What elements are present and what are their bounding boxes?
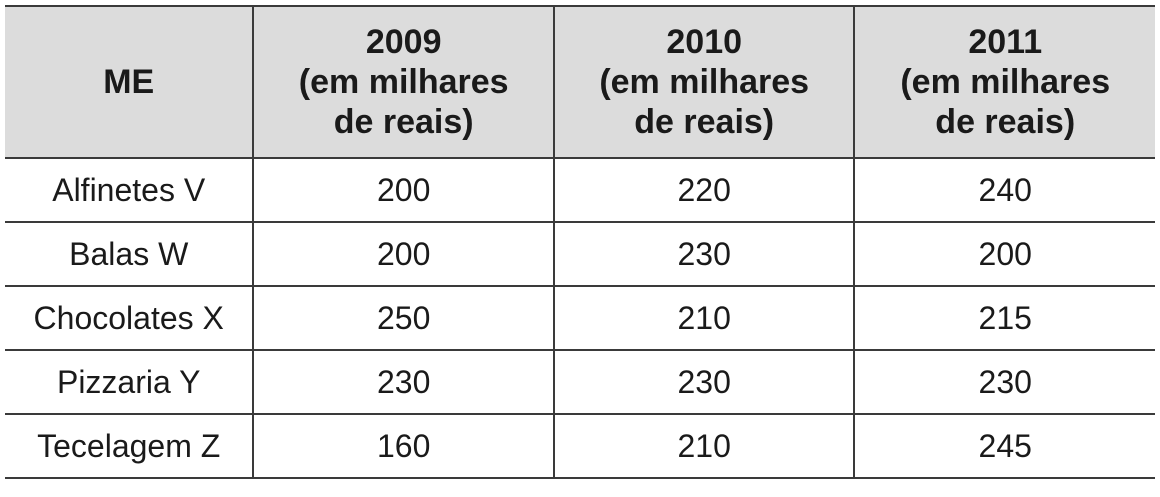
cell-2011: 245: [853, 413, 1155, 479]
cell-2010: 230: [552, 221, 856, 287]
cell-2009: 200: [252, 221, 555, 287]
header-me-label: ME: [103, 63, 155, 101]
header-2009: 2009 (em milhares de reais): [252, 5, 555, 159]
revenue-table-container: ME 2009 (em milhares de reais) 2010 (em …: [5, 5, 1155, 490]
header-me: ME: [5, 5, 255, 159]
cell-2009: 160: [252, 413, 555, 479]
table-row: Pizzaria Y 230 230 230: [5, 349, 1155, 415]
header-2009-unit-line2: de reais): [333, 103, 474, 141]
cell-2009: 250: [252, 285, 555, 351]
row-label: Tecelagem Z: [5, 413, 255, 479]
cell-2009: 200: [252, 157, 555, 223]
row-label: Chocolates X: [5, 285, 255, 351]
header-2010-unit-line1: (em milhares: [599, 63, 810, 101]
cell-2011: 240: [853, 157, 1155, 223]
revenue-table: ME 2009 (em milhares de reais) 2010 (em …: [5, 5, 1155, 479]
header-2009-year: 2009: [365, 23, 442, 61]
cell-2009: 230: [252, 349, 555, 415]
header-2010: 2010 (em milhares de reais): [552, 5, 856, 159]
header-row: ME 2009 (em milhares de reais) 2010 (em …: [5, 5, 1155, 159]
cell-2010: 220: [552, 157, 856, 223]
row-label: Pizzaria Y: [5, 349, 255, 415]
header-2009-unit-line1: (em milhares: [298, 63, 509, 101]
cell-2011: 230: [853, 349, 1155, 415]
table-row: Chocolates X 250 210 215: [5, 285, 1155, 351]
cell-2010: 210: [552, 413, 856, 479]
header-2011: 2011 (em milhares de reais): [853, 5, 1155, 159]
table-row: Tecelagem Z 160 210 245: [5, 413, 1155, 479]
header-2010-year: 2010: [666, 23, 743, 61]
table-row: Alfinetes V 200 220 240: [5, 157, 1155, 223]
header-2011-unit-line2: de reais): [935, 103, 1076, 141]
header-2011-year: 2011: [968, 23, 1043, 61]
row-label: Balas W: [5, 221, 255, 287]
row-label: Alfinetes V: [5, 157, 255, 223]
table-row: Balas W 200 230 200: [5, 221, 1155, 287]
cell-2011: 215: [853, 285, 1155, 351]
header-2010-unit-line2: de reais): [634, 103, 775, 141]
cell-2011: 200: [853, 221, 1155, 287]
header-2011-unit-line1: (em milhares: [900, 63, 1111, 101]
cell-2010: 230: [552, 349, 856, 415]
cell-2010: 210: [552, 285, 856, 351]
